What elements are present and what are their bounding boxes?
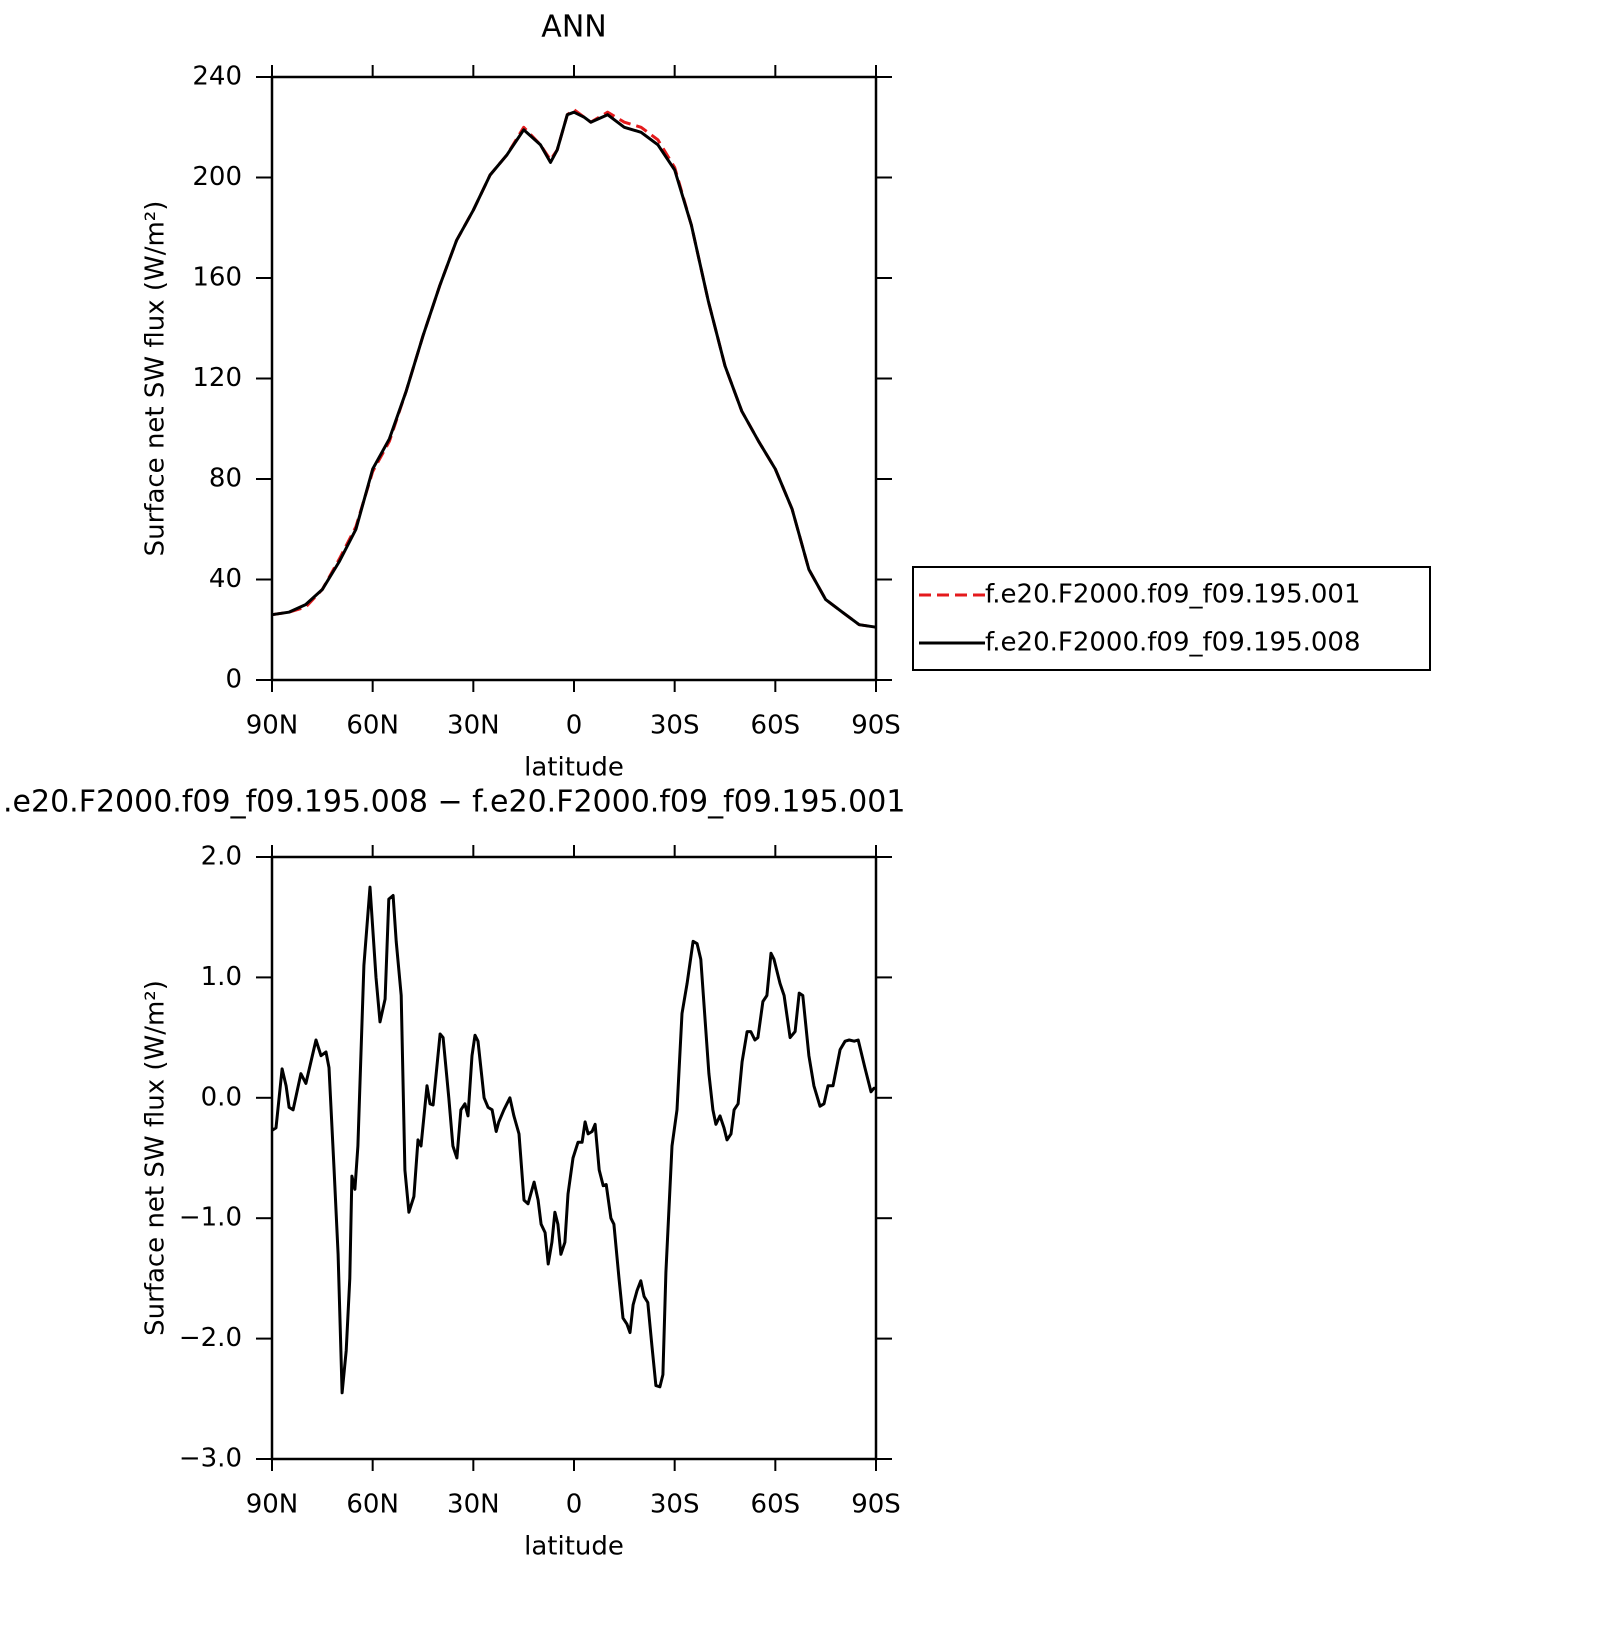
chart-title: ANN <box>541 10 606 45</box>
y-tick-label: 120 <box>192 363 242 393</box>
x-tick-label: 60N <box>346 711 399 741</box>
x-tick-label: 30N <box>447 1490 500 1520</box>
x-tick-label: 30S <box>650 711 700 741</box>
x-tick-label: 90S <box>851 1490 901 1520</box>
y-tick-label: 200 <box>192 162 242 192</box>
legend-label: f.e20.F2000.f09_f09.195.001 <box>985 580 1361 610</box>
x-axis-label: latitude <box>524 753 624 783</box>
x-tick-label: 60S <box>751 1490 801 1520</box>
x-tick-label: 30S <box>650 1490 700 1520</box>
x-tick-label: 0 <box>566 711 583 741</box>
x-tick-label: 30N <box>447 711 500 741</box>
x-tick-label: 60S <box>751 711 801 741</box>
x-tick-label: 90S <box>851 711 901 741</box>
y-tick-label: 2.0 <box>201 842 242 872</box>
data-line <box>271 110 877 629</box>
y-tick-label: 1.0 <box>201 962 242 992</box>
y-tick-label: −3.0 <box>179 1444 242 1474</box>
x-tick-label: 60N <box>346 1490 399 1520</box>
y-axis-label: Surface net SW flux (W/m²) <box>141 980 171 1336</box>
x-tick-label: 0 <box>566 1490 583 1520</box>
y-axis-label: Surface net SW flux (W/m²) <box>141 201 171 557</box>
y-tick-label: 80 <box>209 464 242 494</box>
chart-title: .e20.F2000.f09_f09.195.008 − f.e20.F2000… <box>3 785 905 820</box>
y-tick-label: −2.0 <box>179 1323 242 1353</box>
x-tick-label: 90N <box>246 711 299 741</box>
x-axis-label: latitude <box>524 1532 624 1562</box>
data-line <box>271 885 876 1395</box>
y-tick-label: −1.0 <box>179 1203 242 1233</box>
legend-box <box>912 566 1431 671</box>
y-tick-label: 40 <box>209 564 242 594</box>
y-tick-label: 240 <box>192 62 242 92</box>
plot-frame <box>270 855 878 1461</box>
legend-label: f.e20.F2000.f09_f09.195.008 <box>985 628 1361 658</box>
x-tick-label: 90N <box>246 1490 299 1520</box>
y-tick-label: 160 <box>192 263 242 293</box>
y-tick-label: 0.0 <box>201 1082 242 1112</box>
plot-frame <box>270 75 878 682</box>
y-tick-label: 0 <box>225 665 242 695</box>
data-line <box>271 108 877 629</box>
